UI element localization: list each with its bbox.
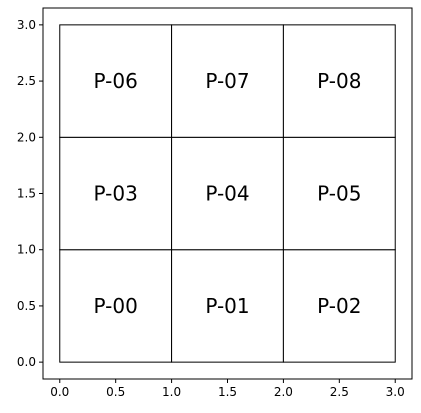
x-tick-label: 0.5 <box>106 385 125 399</box>
y-tick-label: 3.0 <box>17 18 36 32</box>
cell-label: P-03 <box>94 182 138 206</box>
cell-label: P-04 <box>205 182 249 206</box>
x-tick-label: 0.0 <box>50 385 69 399</box>
x-tick-label: 2.0 <box>274 385 293 399</box>
cell-p-03 <box>59 136 173 251</box>
cell-p-06 <box>59 24 173 138</box>
y-tick-label: 0.5 <box>17 299 36 313</box>
y-tick-label: 2.5 <box>17 74 36 88</box>
cell-p-04 <box>171 136 284 251</box>
x-tick-label: 1.0 <box>162 385 181 399</box>
y-tick-label: 1.5 <box>17 187 36 201</box>
cell-label: P-07 <box>205 69 249 93</box>
y-tick-label: 0.0 <box>17 355 36 369</box>
cell-p-00 <box>59 249 173 363</box>
cells-layer: P-00 P-01 P-02 P-03 P-04 P-05 P-06 P-07 P-08 <box>59 24 396 363</box>
cell-p-05 <box>282 136 396 251</box>
axes-layer: 0.0 0.5 1.0 1.5 2.0 2.5 3.0 0.0 0.5 1.0 1.5 2.0 2.5 3… <box>17 7 413 399</box>
cell-label: P-06 <box>94 69 138 93</box>
x-tick-label: 3.0 <box>386 385 405 399</box>
y-tick-label: 1.0 <box>17 243 36 257</box>
cell-label: P-01 <box>205 294 249 318</box>
x-tick-label: 1.5 <box>218 385 237 399</box>
cell-label: P-08 <box>317 69 361 93</box>
cell-label: P-02 <box>317 294 361 318</box>
x-tick-label: 2.5 <box>330 385 349 399</box>
cell-p-07 <box>171 24 284 138</box>
cell-p-01 <box>171 249 284 363</box>
y-tick-label: 2.0 <box>17 130 36 144</box>
cell-p-08 <box>282 24 396 138</box>
cell-label: P-05 <box>317 182 361 206</box>
cell-label: P-00 <box>94 294 138 318</box>
